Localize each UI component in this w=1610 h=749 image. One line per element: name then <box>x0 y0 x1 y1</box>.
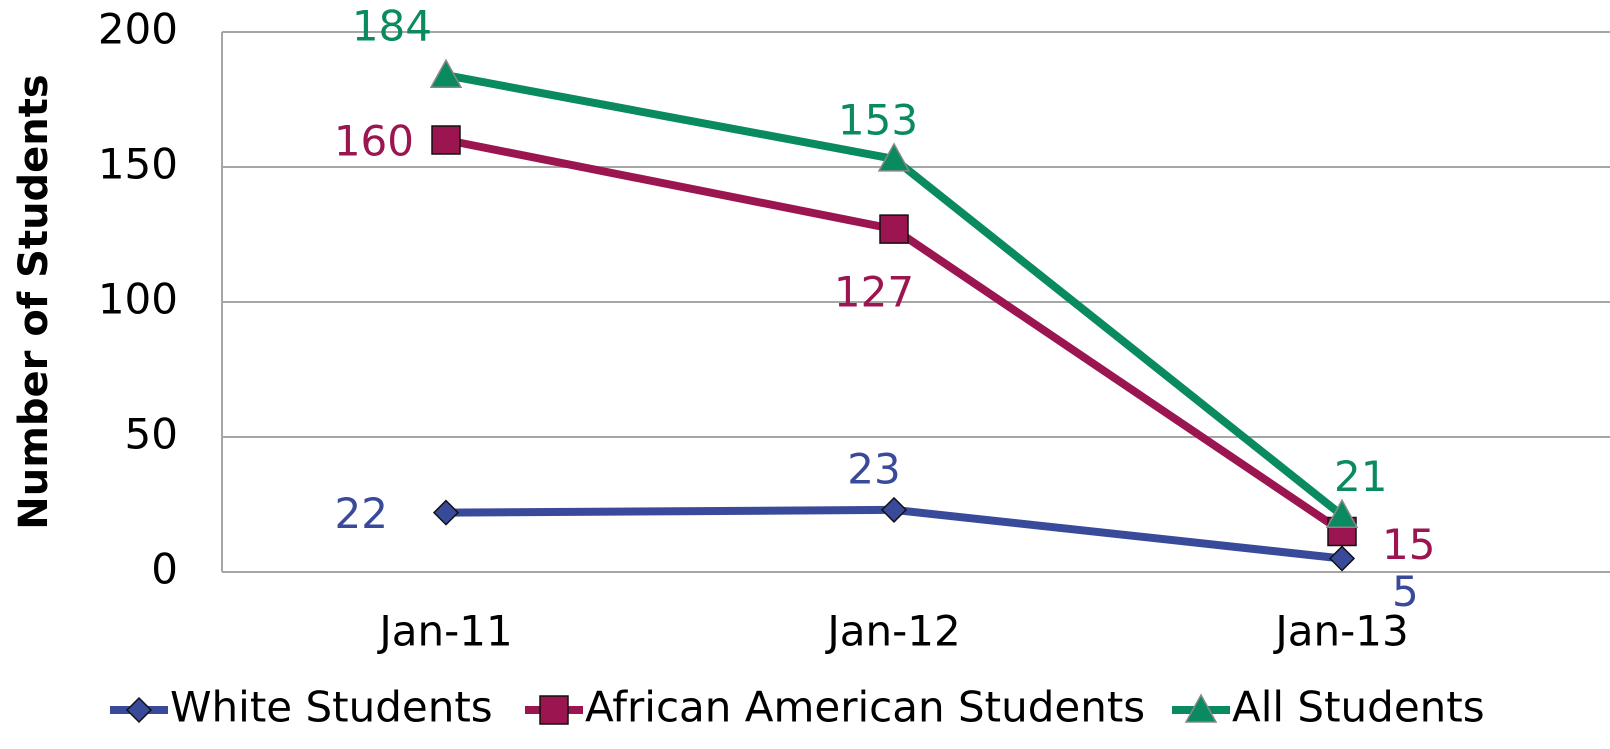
legend-label: All Students <box>1232 683 1485 732</box>
marker <box>1184 693 1218 723</box>
marker <box>1328 545 1356 572</box>
y-tick-label: 150 <box>98 140 178 189</box>
marker <box>880 496 908 523</box>
marker <box>429 58 463 88</box>
series: 160 127 15 <box>334 117 1436 570</box>
marker <box>539 695 569 725</box>
data-label: 23 <box>847 444 900 493</box>
marker <box>431 125 461 155</box>
y-tick-label: 100 <box>98 275 178 324</box>
legend-label: White Students <box>170 683 493 732</box>
data-label: 5 <box>1392 567 1419 616</box>
marker <box>125 696 153 724</box>
data-label: 15 <box>1382 520 1435 569</box>
data-label: 22 <box>335 489 388 538</box>
data-label: 160 <box>334 117 414 166</box>
x-tick-label: Jan-13 <box>1272 607 1408 656</box>
series: 22 23 5 <box>335 444 1419 616</box>
data-label: 184 <box>352 2 432 51</box>
x-tick-label: Jan-11 <box>376 607 512 656</box>
marker <box>1325 498 1359 529</box>
marker <box>432 499 460 526</box>
x-tick-label: Jan-12 <box>824 607 960 656</box>
data-label: 153 <box>838 95 918 144</box>
series: 184 153 21 <box>352 2 1387 529</box>
y-axis-title: Number of Students <box>11 74 57 529</box>
marker <box>877 142 911 172</box>
data-label: 127 <box>834 268 914 317</box>
y-tick-label: 0 <box>151 545 178 594</box>
data-label: 21 <box>1334 452 1387 501</box>
y-tick-label: 50 <box>125 410 178 459</box>
marker <box>879 214 909 244</box>
legend-label: African American Students <box>585 683 1145 732</box>
y-tick-label: 200 <box>98 5 178 54</box>
